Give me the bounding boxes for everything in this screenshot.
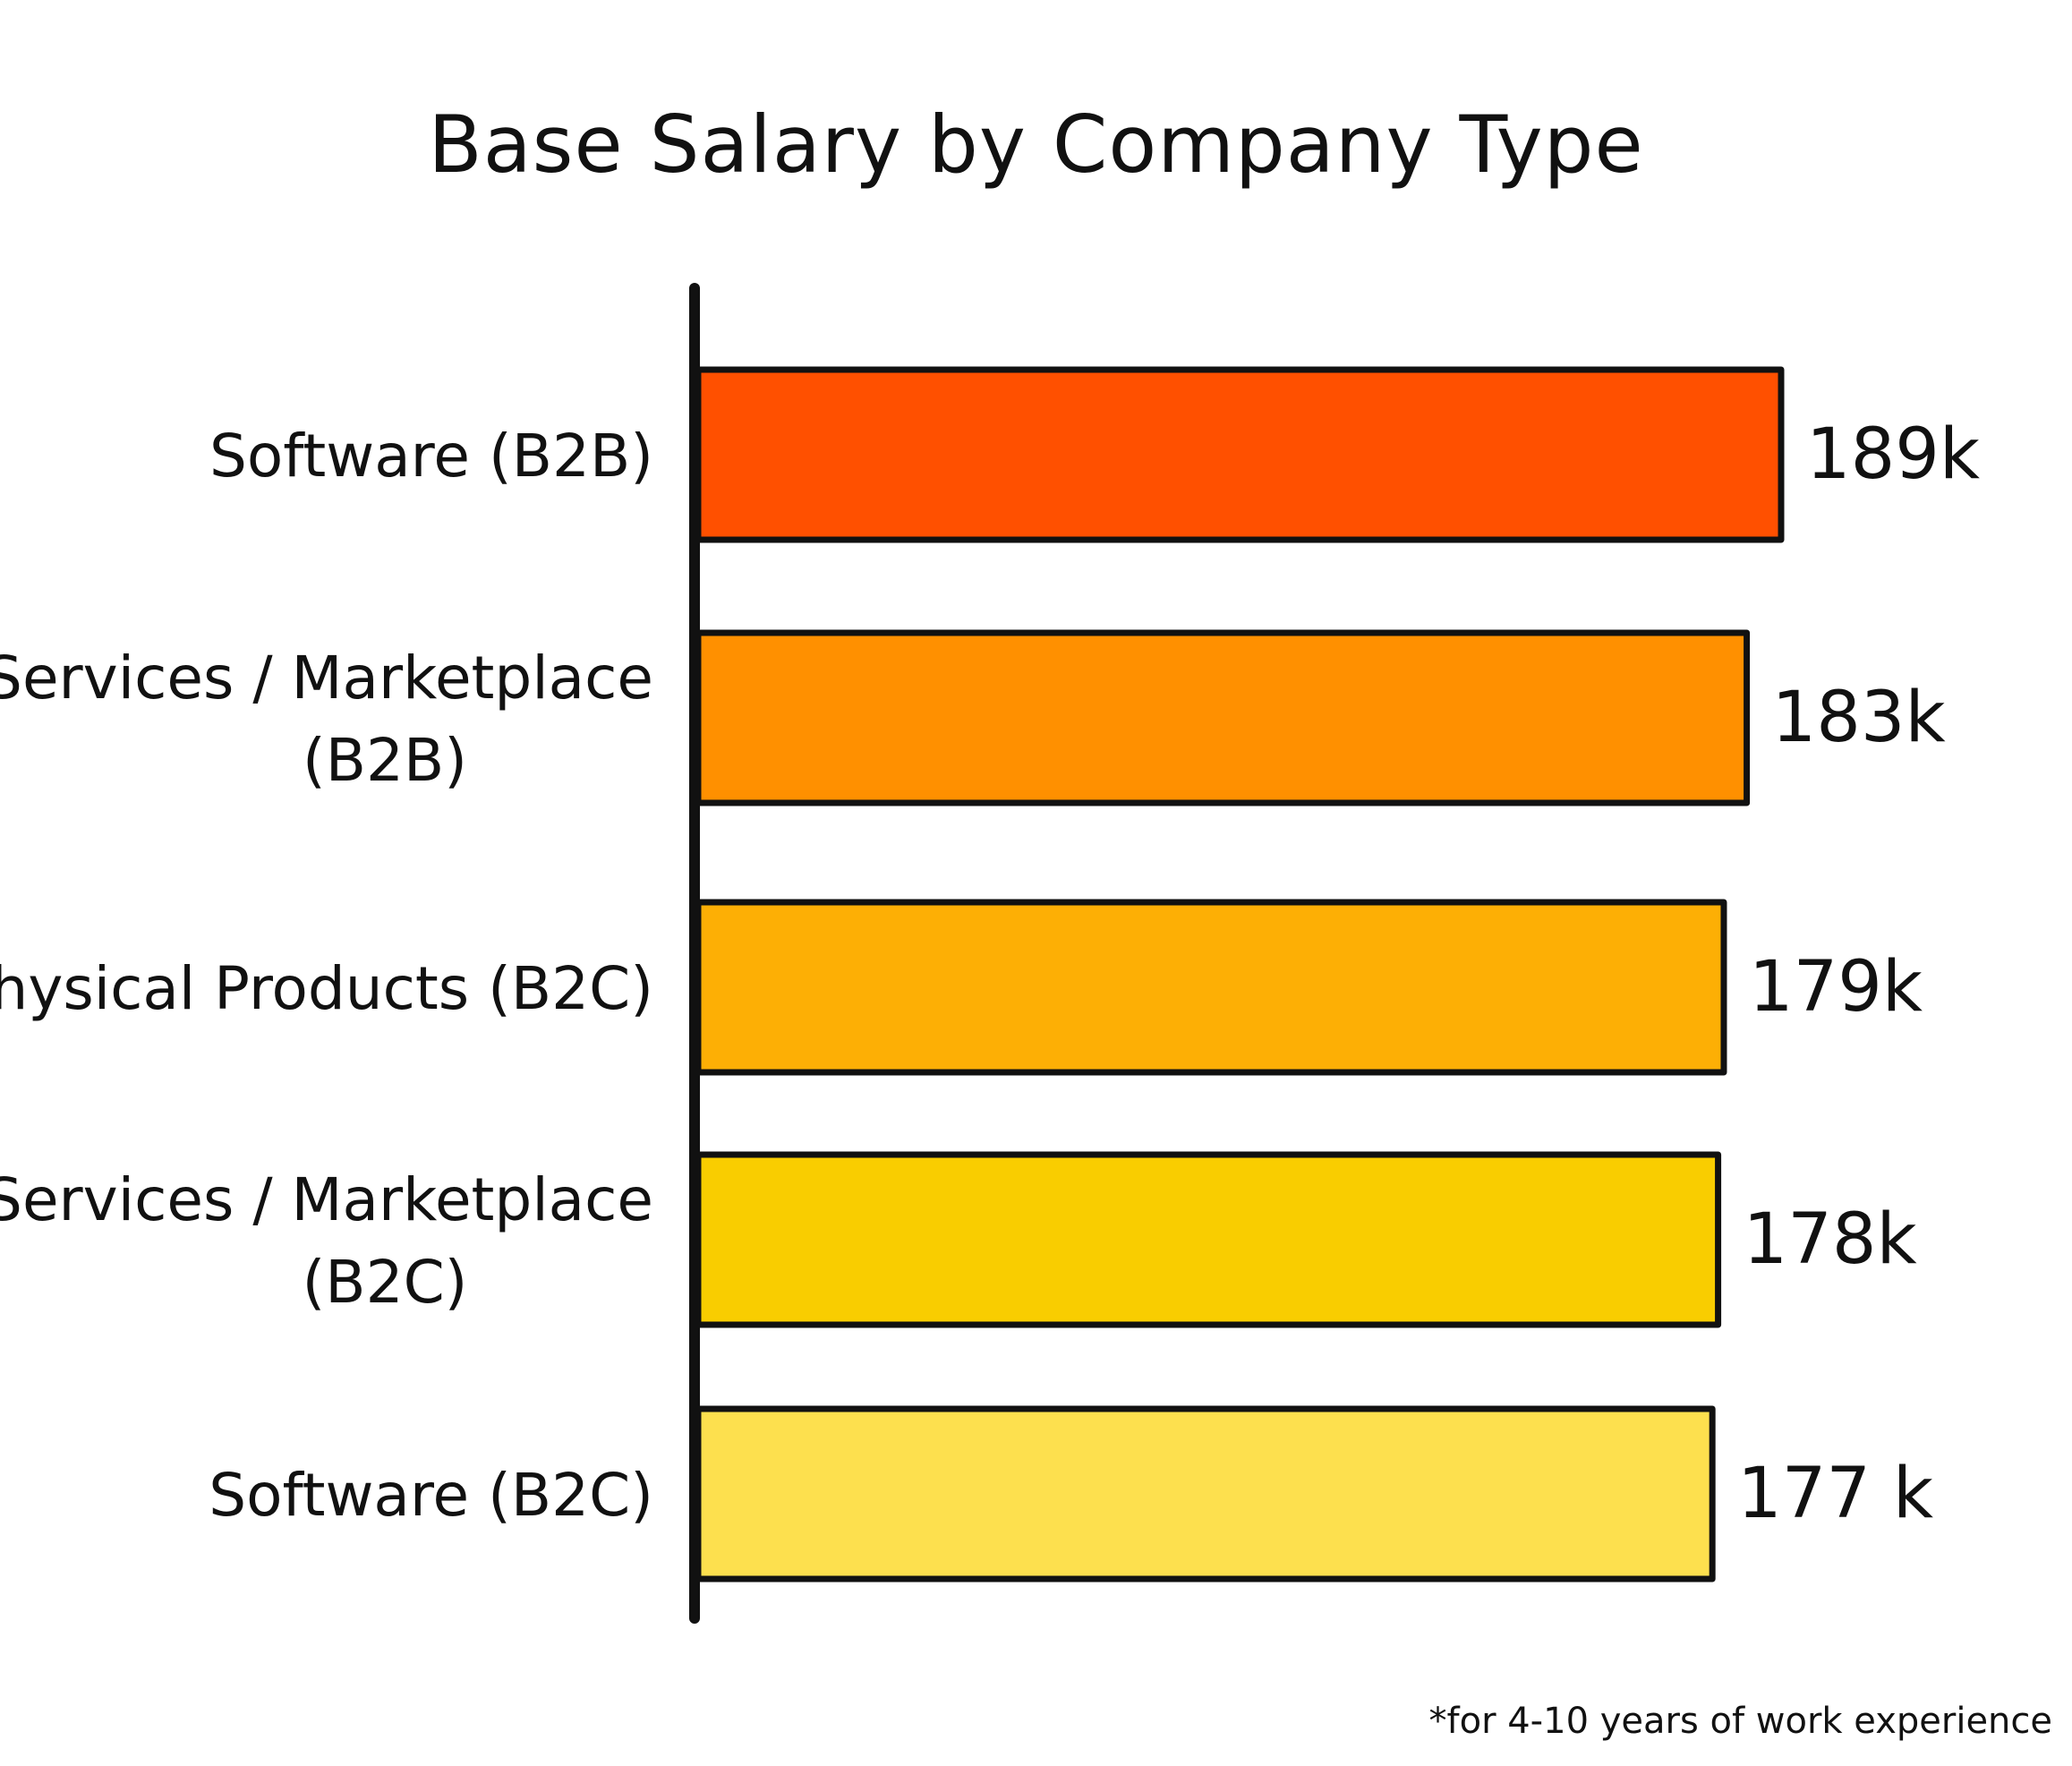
bar-2 bbox=[695, 629, 1751, 806]
bar-1 bbox=[695, 366, 1785, 543]
bar-5 bbox=[695, 1405, 1716, 1583]
category-label-2-line-2: (B2B) bbox=[303, 726, 467, 795]
chart-title: Base Salary by Company Type bbox=[428, 98, 1644, 191]
footnote: *for 4-10 years of work experience bbox=[1428, 1701, 2052, 1742]
data-label-1: 189k bbox=[1806, 414, 1980, 495]
category-label-4-line-2: (B2C) bbox=[303, 1248, 468, 1317]
bar-4 bbox=[695, 1151, 1722, 1328]
category-label-5: Software (B2C) bbox=[209, 1461, 653, 1530]
data-label-2: 183k bbox=[1772, 678, 1946, 758]
bar-3 bbox=[695, 899, 1727, 1076]
data-label-5: 177 k bbox=[1737, 1454, 1933, 1534]
data-label-3: 179k bbox=[1749, 947, 1923, 1028]
category-label-2-line-1: Services / Marketplace bbox=[0, 644, 653, 712]
category-label-3: Physical Products (B2C) bbox=[0, 954, 653, 1023]
category-label-1: Software (B2B) bbox=[209, 422, 653, 491]
data-label-4: 178k bbox=[1744, 1199, 1917, 1280]
category-label-4-line-1: Services / Marketplace bbox=[0, 1165, 653, 1234]
